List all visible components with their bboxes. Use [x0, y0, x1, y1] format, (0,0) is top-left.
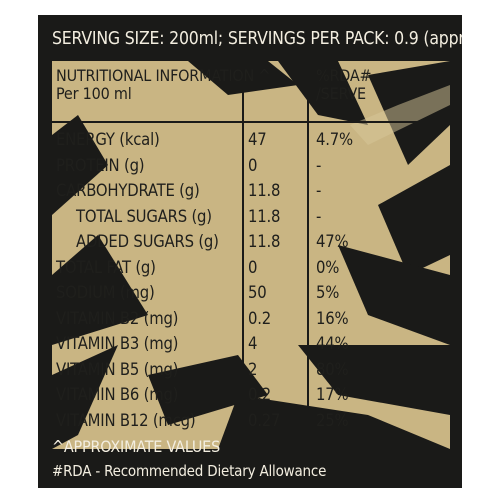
nutrient-name: SODIUM (mg) [56, 283, 155, 302]
nutrient-value: 11.8 [248, 232, 281, 251]
nutrient-rda: 17% [316, 385, 349, 404]
nutrition-label-panel: SERVING SIZE: 200ml; SERVINGS PER PACK: … [38, 15, 462, 488]
tiger-stripe-background [38, 15, 462, 488]
table-row: VITAMIN B2 (mg) 0.2 16% [52, 306, 450, 332]
table-row: CARBOHYDRATE (g) 11.8 - [52, 178, 450, 204]
nutrient-name: VITAMIN B2 (mg) [56, 308, 179, 328]
nutrient-value: 0 [248, 257, 258, 277]
rda-header-line2: /SERVE [316, 84, 366, 103]
nutrient-name: PROTEIN (g) [56, 155, 145, 175]
nutrient-value: 47 [248, 130, 267, 149]
nutrient-rda: 4.7% [316, 130, 353, 149]
header-divider [52, 121, 450, 123]
nutrient-name: ADDED SUGARS (g) [76, 232, 219, 251]
nutrient-value: 50 [248, 283, 267, 302]
approximate-values-note: ^APPROXIMATE VALUES [52, 437, 221, 456]
nutrient-name: TOTAL FAT (g) [56, 257, 156, 277]
table-row: ADDED SUGARS (g) 11.8 47% [52, 229, 450, 255]
nutrient-value: 0.2 [248, 385, 271, 404]
table-row: TOTAL SUGARS (g) 11.8 - [52, 204, 450, 230]
nutrient-name: TOTAL SUGARS (g) [76, 206, 212, 226]
nutrient-name: CARBOHYDRATE (g) [56, 181, 200, 200]
nutrient-name: VITAMIN B3 (mg) [56, 334, 179, 353]
table-row: PROTEIN (g) 0 - [52, 153, 450, 179]
table-row: VITAMIN B3 (mg) 4 44% [52, 331, 450, 357]
nutrient-rda: 5% [316, 283, 340, 302]
nutrient-name: VITAMIN B12 (mcg) [56, 410, 196, 430]
nutrient-rda: 47% [316, 232, 349, 251]
divider-rda-col [307, 61, 309, 449]
nutrient-rda: 80% [316, 359, 349, 379]
table-row: VITAMIN B5 (mg) 2 80% [52, 357, 450, 383]
table-row: TOTAL FAT (g) 0 0% [52, 255, 450, 281]
nutrient-value: 4 [248, 334, 258, 353]
nutrient-rda: 44% [316, 334, 349, 353]
nutrient-name: VITAMIN B6 (mg) [56, 385, 179, 404]
nutrient-value: 0.2 [248, 308, 271, 328]
nutrient-rda: - [316, 155, 322, 175]
divider-value-col [242, 61, 244, 449]
rda-footnote: #RDA - Recommended Dietary Allowance [52, 462, 327, 480]
nutrient-value: 2 [248, 359, 258, 379]
nutrition-table: NUTRITIONAL INFORMATION ^ Per 100 ml %RD… [50, 59, 452, 451]
nutrient-value: 0 [248, 155, 258, 175]
nutrient-rda: - [316, 181, 322, 200]
nutrient-rda: 25% [316, 410, 349, 430]
nutrient-rda: - [316, 206, 322, 226]
table-row: VITAMIN B12 (mcg) 0.27 25% [52, 408, 450, 434]
table-row: VITAMIN B6 (mg) 0.2 17% [52, 382, 450, 408]
nutrient-value: 0.27 [248, 410, 281, 430]
nutrient-rda: 16% [316, 308, 349, 328]
serving-size-line: SERVING SIZE: 200ml; SERVINGS PER PACK: … [52, 29, 462, 49]
nutrient-value: 11.8 [248, 206, 281, 226]
nutrient-rda: 0% [316, 257, 340, 277]
rda-header-line1: %RDA# [316, 66, 372, 85]
table-title: NUTRITIONAL INFORMATION ^ [56, 66, 271, 85]
nutrient-name: ENERGY (kcal) [56, 130, 160, 149]
table-subtitle: Per 100 ml [56, 84, 132, 103]
table-row: ENERGY (kcal) 47 4.7% [52, 127, 450, 153]
nutrient-name: VITAMIN B5 (mg) [56, 359, 179, 379]
nutrient-rows: ENERGY (kcal) 47 4.7% PROTEIN (g) 0 - CARBOH… [52, 127, 450, 433]
nutrient-value: 11.8 [248, 181, 281, 200]
table-row: SODIUM (mg) 50 5% [52, 280, 450, 306]
